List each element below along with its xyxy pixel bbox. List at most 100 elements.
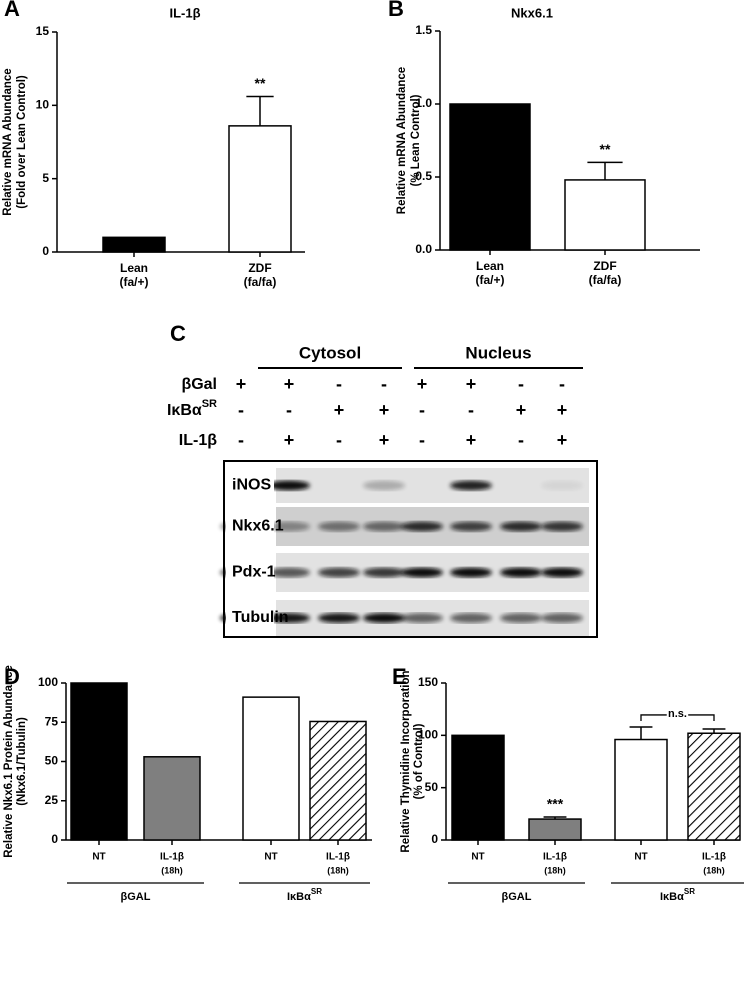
- condition-sign: -: [286, 400, 292, 420]
- blot-band: [401, 567, 443, 578]
- x-tick-sublabel: (18h): [327, 865, 349, 875]
- label-cover: [226, 463, 274, 635]
- y-axis-label: Relative Nkx6.1 Protein Abundance: [3, 665, 15, 858]
- blot-band: [318, 567, 360, 578]
- x-tick-label: IL-1β: [702, 852, 726, 863]
- blot-band: [401, 521, 443, 532]
- condition-text: IL-1β: [179, 432, 217, 449]
- blot-band: [450, 567, 492, 578]
- blot-band: [541, 613, 583, 623]
- blot-band: [363, 480, 405, 491]
- significance: **: [255, 75, 266, 91]
- blot-band: [541, 567, 583, 578]
- x-tick-label: Lean: [120, 261, 148, 275]
- group-label-sup: SR: [684, 887, 695, 896]
- condition-sup: SR: [202, 398, 217, 410]
- group-label: βGAL: [121, 891, 151, 903]
- group-label-sup: SR: [311, 887, 322, 896]
- protein-label: Nkx6.1: [232, 518, 284, 535]
- condition-sign: +: [466, 430, 477, 450]
- condition-sign: +: [284, 430, 295, 450]
- bar: [451, 734, 505, 841]
- y-tick-label: 5: [42, 171, 49, 185]
- blot-band: [500, 521, 542, 532]
- blot-band: [500, 613, 542, 623]
- bar: [242, 696, 300, 841]
- condition-label: IκBαSR: [167, 398, 217, 419]
- error-bar: [246, 95, 274, 126]
- condition-sign: +: [236, 374, 247, 394]
- error-bar: [629, 726, 653, 740]
- condition-sign: +: [417, 374, 428, 394]
- blot-band: [268, 480, 310, 491]
- group-label-text: IκBα: [287, 891, 311, 903]
- bracket-label: n.s.: [668, 708, 687, 720]
- blot-band: [450, 613, 492, 623]
- blot-band: [541, 480, 583, 491]
- x-tick-sublabel: (fa/+): [475, 273, 504, 287]
- condition-sign: +: [284, 374, 295, 394]
- blot-band: [363, 613, 405, 623]
- condition-sign: -: [238, 400, 244, 420]
- condition-sign: -: [336, 374, 342, 394]
- y-tick-label: 0: [431, 832, 438, 846]
- bar: [143, 756, 201, 841]
- condition-sign: -: [336, 430, 342, 450]
- x-tick-sublabel: (fa/+): [119, 275, 148, 289]
- y-axis-label: (% Lean Control): [410, 94, 422, 186]
- y-axis-label: (Nkx6.1/Tubulin): [16, 717, 28, 806]
- blot-band: [318, 521, 360, 532]
- y-tick-label: 25: [45, 793, 59, 807]
- x-tick-label: ZDF: [248, 261, 271, 275]
- x-tick-label: NT: [634, 852, 647, 863]
- protein-label: Pdx-1: [232, 564, 276, 581]
- fraction-label: Cytosol: [299, 343, 361, 362]
- condition-text: βGal: [181, 376, 217, 393]
- condition-sign: +: [557, 400, 568, 420]
- group-label-text: IκBα: [660, 891, 684, 903]
- error-bar: [587, 161, 623, 180]
- y-axis-label: Relative mRNA Abundance: [396, 67, 408, 214]
- y-tick-label: 50: [45, 754, 59, 768]
- blot-strip: [276, 468, 589, 503]
- error-bar: [543, 816, 567, 820]
- condition-label: βGal: [181, 376, 217, 393]
- condition-sign: -: [518, 374, 524, 394]
- bar: [614, 738, 668, 841]
- bracket: [640, 714, 715, 721]
- fraction-label: Nucleus: [465, 343, 531, 362]
- error-bar: [702, 728, 726, 734]
- y-tick-label: 1.5: [415, 23, 432, 37]
- y-tick-label: 75: [45, 714, 59, 728]
- x-tick-label: ZDF: [593, 259, 616, 273]
- y-tick-label: 15: [36, 24, 50, 38]
- group-label-text: βGAL: [121, 891, 151, 903]
- group-label-text: βGAL: [502, 891, 532, 903]
- bar: [102, 236, 166, 253]
- x-tick-sublabel: (18h): [161, 865, 183, 875]
- y-axis-label: (% of Control): [413, 723, 425, 799]
- protein-label: Tubulin: [232, 609, 289, 626]
- y-tick-label: 0: [51, 832, 58, 846]
- y-tick-label: 10: [36, 98, 50, 112]
- panel-label: D: [4, 664, 20, 689]
- y-tick-label: 50: [425, 780, 439, 794]
- x-tick-label: IL-1β: [160, 852, 184, 863]
- x-tick-sublabel: (18h): [544, 865, 566, 875]
- blot-band: [363, 521, 405, 532]
- x-tick-sublabel: (fa/fa): [244, 275, 277, 289]
- condition-sign: +: [334, 400, 345, 420]
- y-tick-label: 100: [38, 675, 58, 689]
- condition-sign: +: [466, 374, 477, 394]
- blot-band: [268, 567, 310, 578]
- protein-label: iNOS: [232, 477, 271, 494]
- blot-band: [268, 521, 310, 532]
- y-axis-label: Relative mRNA Abundance: [2, 68, 14, 215]
- bar: [228, 125, 292, 253]
- condition-text: IκBα: [167, 402, 202, 419]
- panel-label: C: [170, 321, 186, 346]
- condition-sign: -: [559, 374, 565, 394]
- bar: [687, 732, 741, 841]
- group-label: βGAL: [502, 891, 532, 903]
- condition-sign: -: [419, 430, 425, 450]
